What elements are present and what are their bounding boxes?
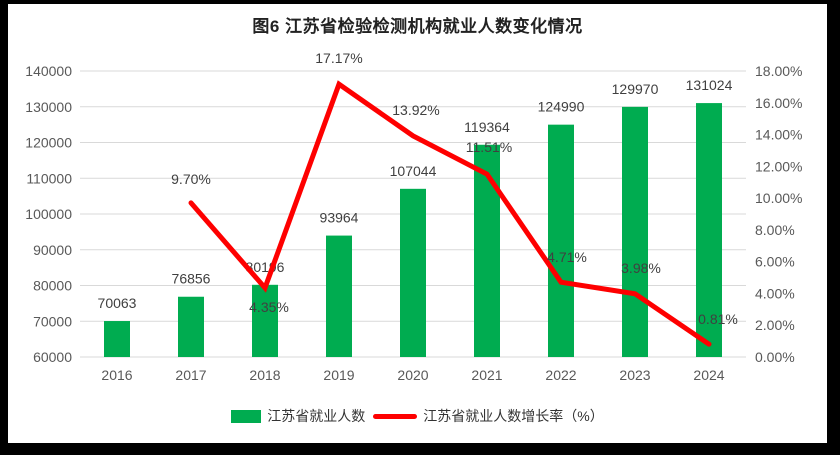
bar <box>400 188 426 357</box>
x-axis-label: 2024 <box>693 367 724 383</box>
right-axis-tick-label: 16.00% <box>755 95 802 111</box>
bar-value-label: 107044 <box>390 163 437 179</box>
right-axis-tick-label: 0.00% <box>755 349 795 365</box>
x-axis-label: 2017 <box>175 367 206 383</box>
x-axis-label: 2023 <box>619 367 650 383</box>
bar <box>326 235 352 357</box>
left-axis-tick-label: 110000 <box>26 170 72 186</box>
bar-value-label: 124990 <box>538 99 585 115</box>
right-axis-tick-label: 2.00% <box>755 317 795 333</box>
right-axis-tick-label: 4.00% <box>755 285 795 301</box>
left-axis-tick-label: 130000 <box>25 99 72 115</box>
chart-title: 图6 江苏省检验检测机构就业人数变化情况 <box>252 17 583 36</box>
bar-value-label: 131024 <box>686 77 733 93</box>
bar <box>474 144 500 357</box>
left-axis-tick-label: 140000 <box>25 63 72 79</box>
line-value-label: 4.71% <box>547 249 587 265</box>
line-value-label: 4.35% <box>249 299 289 315</box>
left-axis-tick-label: 80000 <box>33 278 72 294</box>
growth-line <box>188 80 712 347</box>
left-axis-tick-label: 60000 <box>33 349 72 365</box>
bar-value-label: 129970 <box>612 81 659 97</box>
line-value-label: 0.81% <box>698 311 738 327</box>
x-axis-label: 2020 <box>397 367 428 383</box>
x-axis-label: 2019 <box>323 367 354 383</box>
right-axis-tick-label: 18.00% <box>755 63 802 79</box>
bar-value-label: 76856 <box>172 271 211 287</box>
legend-item-bar: 江苏省就业人数 <box>231 406 365 426</box>
bar-value-label: 119364 <box>464 119 510 135</box>
left-axis-tick-label: 70000 <box>33 313 72 329</box>
line-value-label: 17.17% <box>315 50 362 66</box>
x-axis-label: 2018 <box>249 367 280 383</box>
bar <box>178 296 204 357</box>
left-axis-tick-label: 90000 <box>33 242 72 258</box>
right-axis-tick-label: 8.00% <box>755 222 795 238</box>
right-axis-tick-label: 14.00% <box>755 127 802 143</box>
right-axis-tick-label: 12.00% <box>755 158 802 174</box>
line-value-label: 3.98% <box>621 260 661 276</box>
right-axis-tick-label: 6.00% <box>755 254 795 270</box>
bar-series-label: 江苏省就业人数 <box>267 408 366 424</box>
bar <box>548 124 574 357</box>
x-axis-label: 2022 <box>545 367 576 383</box>
x-axis-label: 2021 <box>471 367 502 383</box>
legend-item-line: 江苏省就业人数增长率（%） <box>373 406 604 426</box>
line-series-swatch-icon <box>373 413 418 419</box>
bar <box>696 103 722 357</box>
bar-value-label: 93964 <box>320 210 359 226</box>
bar <box>622 106 648 358</box>
bar-value-label: 70063 <box>98 295 137 311</box>
x-axis-label: 2016 <box>101 367 132 383</box>
bar-series-swatch-icon <box>231 409 262 423</box>
line-value-label: 9.70% <box>171 171 211 187</box>
right-axis-tick-label: 10.00% <box>755 190 802 206</box>
legend: 江苏省就业人数 江苏省就业人数增长率（%） <box>8 406 827 426</box>
bar <box>252 284 278 357</box>
line-series-label: 江苏省就业人数增长率（%） <box>423 408 604 424</box>
line-value-label: 11.51% <box>466 139 512 155</box>
left-axis-tick-label: 120000 <box>25 135 72 151</box>
left-axis-tick-label: 100000 <box>25 206 72 222</box>
line-value-label: 13.92% <box>392 102 439 118</box>
plot-area: 60000 70000 80000 90000 100000 110000 120000 13… <box>25 50 802 383</box>
bar <box>104 321 130 357</box>
